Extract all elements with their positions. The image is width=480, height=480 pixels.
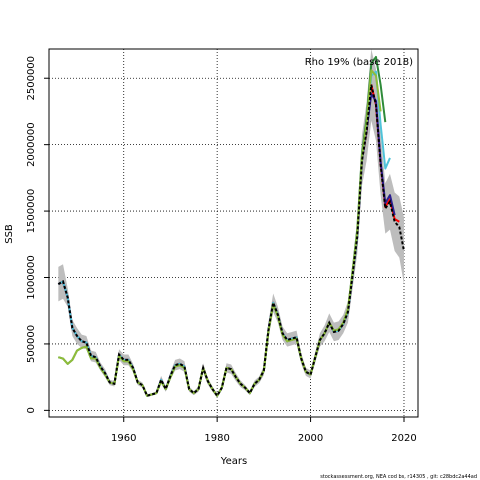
- y-tick-label: 0: [26, 407, 37, 413]
- base-series-layer: [57, 84, 405, 398]
- y-tick-label: 2000000: [26, 122, 37, 167]
- x-tick-label: 2000: [298, 433, 323, 444]
- x-axis-title: Years: [220, 456, 247, 467]
- chart-annotation: Rho 19% (base 2018): [305, 57, 413, 68]
- footer-note: stockassessment.org, NEA cod bs, r14305 …: [320, 474, 477, 480]
- base-series-line: [57, 84, 405, 398]
- x-tick-label: 1960: [111, 433, 136, 444]
- y-axis-ticks: 0 500000 1000000 1500000 2000000 2500000: [26, 56, 49, 414]
- retro-series-line-5: [58, 69, 382, 397]
- x-axis-ticks: 1960 1980 2000 2020: [111, 417, 417, 444]
- y-tick-label: 1000000: [26, 255, 37, 300]
- x-tick-label: 1980: [204, 433, 229, 444]
- y-tick-label: 1500000: [26, 189, 37, 234]
- y-tick-label: 2500000: [26, 56, 37, 101]
- y-tick-label: 500000: [26, 325, 37, 363]
- y-axis-title: SSB: [4, 224, 15, 244]
- plot-frame: [48, 48, 419, 418]
- x-tick-label: 2020: [391, 433, 416, 444]
